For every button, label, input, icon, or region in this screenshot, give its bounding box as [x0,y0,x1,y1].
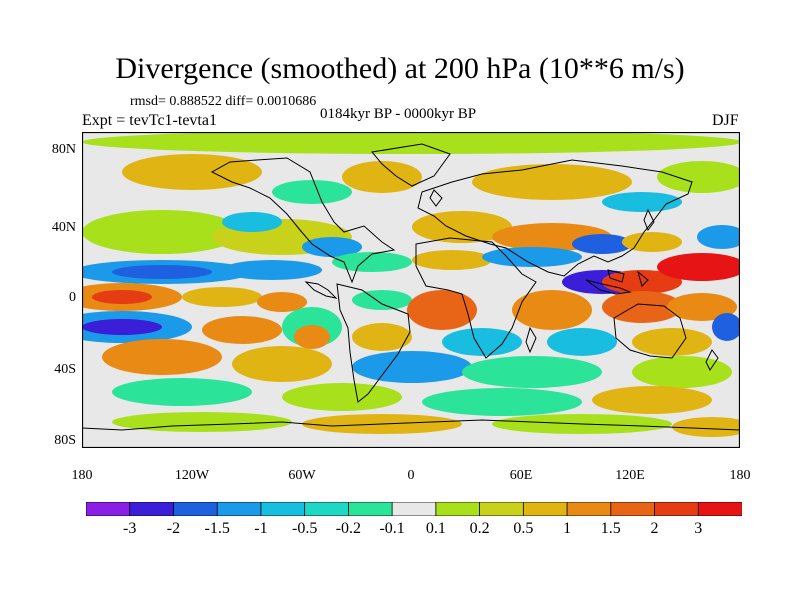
colorbar-tick-label: -1 [254,520,268,537]
colorbar-swatch [522,502,568,516]
map-frame [82,132,740,448]
colorbar-tick-label: 2 [650,520,659,537]
anomaly-region [342,161,422,193]
season-label: DJF [712,112,739,129]
colorbar-swatch [435,502,481,516]
colorbar-tick-label: 1 [563,520,572,537]
colorbar-swatch [347,502,393,516]
x-label-120e: 120E [615,468,645,483]
y-label-40s: 40S [54,362,76,377]
x-label-120w: 120W [174,468,210,483]
colorbar-tick-label: -1.5 [204,520,230,537]
divergence-map [82,132,740,448]
anomaly-region [182,287,262,307]
experiment-label: Expt = tevTc1-tevta1 [82,112,217,129]
colorbar-tick-label: -0.1 [379,520,405,537]
colorbar-tick-label: 0.2 [469,520,490,537]
x-label-180e: 180 [729,468,751,483]
colorbar-swatch [260,502,306,516]
period-label: 0184kyr BP - 0000kyr BP [320,106,477,122]
colorbar-swatch [86,502,131,516]
colorbar-tick-label: 0.5 [513,520,534,537]
colorbar-swatch [697,502,742,516]
colorbar-tick-label: -2 [166,520,181,537]
anomaly-region [632,328,712,356]
x-label-0: 0 [407,468,415,483]
anomaly-region [547,328,617,356]
anomaly-region [632,356,732,388]
anomaly-region [482,247,582,267]
x-label-60e: 60E [509,468,533,483]
y-label-0: 0 [69,290,76,305]
anomaly-region [622,232,682,252]
colorbar-swatch [173,502,218,516]
colorbar-tick-label: -3 [123,520,137,537]
x-label-180w: 180 [71,468,93,483]
anomaly-region [697,225,740,249]
anomaly-region [442,328,522,356]
colorbar-tick-label: 1.5 [600,520,621,537]
anomaly-region [82,319,162,335]
anomaly-region [92,290,152,304]
colorbar-tick-label: 0.1 [425,520,446,537]
colorbar-swatch [610,502,656,516]
anomaly-region [112,378,252,406]
colorbar-swatch [479,502,525,516]
y-label-80s: 80S [54,433,76,448]
anomaly-region [272,180,352,204]
anomaly-region [122,154,262,190]
anomaly-region [302,237,362,257]
anomaly-region [352,290,412,310]
colorbar-swatch [304,502,350,516]
anomaly-region [712,313,740,341]
anomaly-region [422,388,582,416]
anomaly-region [222,212,282,232]
anomaly-region [412,250,492,270]
anomaly-region [222,260,322,280]
anomaly-region [657,253,740,281]
anomaly-region [102,339,222,375]
y-label-40n: 40N [51,220,76,235]
anomaly-region [462,356,602,388]
anomaly-region [472,164,632,200]
anomaly-region [282,383,402,411]
anomaly-region [407,290,477,330]
anomaly-region [592,386,712,414]
anomaly-region [352,323,412,351]
x-label-60w: 60W [288,468,316,483]
colorbar-swatch [216,502,262,516]
divergence-field [82,132,740,448]
colorbar-swatch [566,502,612,516]
anomaly-region [657,161,740,193]
colorbar-swatch [654,502,699,516]
coastlines [82,143,740,431]
anomaly-region [332,252,412,272]
colorbar-tick-label: 3 [694,520,703,537]
anomaly-region [672,417,740,437]
anomaly-region [667,293,737,321]
colorbar-swatch [129,502,175,516]
anomaly-region [257,292,307,312]
map-svg [82,132,740,448]
anomaly-region [602,291,682,323]
anomaly-region [602,270,682,294]
anomaly-region [294,325,330,349]
anomaly-region [572,234,632,254]
stats-label: rmsd= 0.888522 diff= 0.0010686 [130,94,317,109]
anomaly-region [602,192,682,212]
anomaly-region [232,346,332,382]
anomaly-region [202,316,282,344]
y-label-80n: 80N [51,142,76,157]
colorbar-tick-label: -0.2 [335,520,362,537]
colorbar [86,502,742,516]
colorbar-swatch [391,502,437,516]
anomaly-region [82,210,242,254]
anomaly-region [352,351,472,383]
anomaly-region [512,290,592,330]
colorbar-tick-label: -0.5 [291,520,318,537]
chart-title: Divergence (smoothed) at 200 hPa (10**6 … [115,52,685,85]
anomaly-region [112,265,212,279]
anomaly-region [82,132,740,154]
